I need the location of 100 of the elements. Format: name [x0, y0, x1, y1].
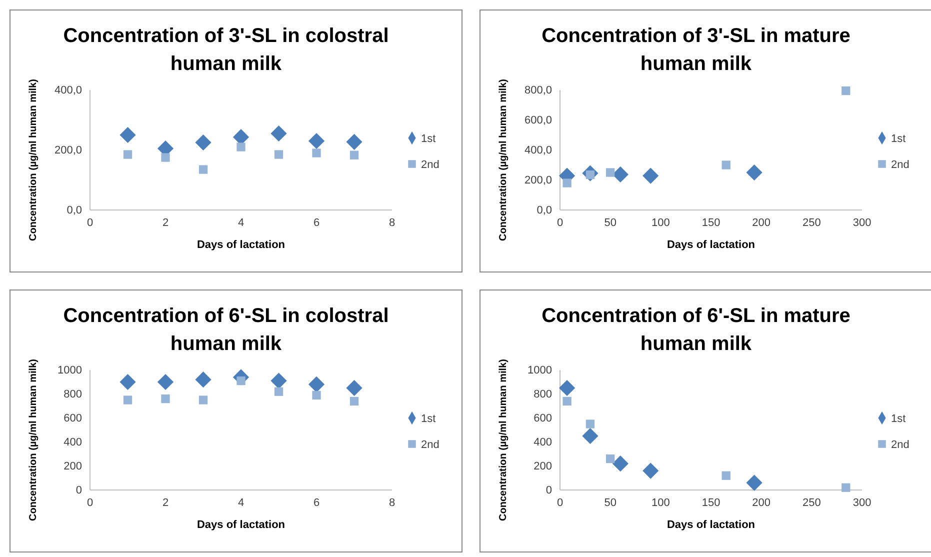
point — [346, 134, 362, 150]
point — [842, 86, 850, 96]
point — [270, 125, 287, 142]
point — [120, 126, 136, 144]
y-axis-title: Concentration (µg/ml human milk) — [28, 79, 39, 241]
point — [606, 168, 615, 177]
y-tick-label: 200 — [534, 460, 552, 473]
x-tick-label: 8 — [388, 216, 396, 229]
legend-label: 1st — [891, 413, 906, 425]
point — [562, 396, 572, 406]
x-tick-label: 100 — [651, 216, 670, 229]
x-tick-label: 6 — [313, 216, 320, 229]
x-tick-label: 250 — [802, 216, 821, 229]
point — [308, 376, 325, 392]
x-axis-title: Days of lactation — [666, 239, 756, 251]
y-tick-label: 600,0 — [524, 114, 552, 127]
point — [157, 374, 174, 390]
y-axis-title: Concentration (µg/ml human milk) — [28, 359, 39, 521]
point — [161, 394, 170, 404]
y-axis-title: Concentration (µg/ml human milk) — [498, 359, 509, 521]
point — [274, 150, 284, 159]
point — [558, 380, 576, 396]
x-tick-label: 0 — [556, 216, 564, 229]
x-tick-label: 250 — [802, 496, 821, 509]
point — [722, 471, 730, 480]
x-tick-label: 0 — [86, 216, 94, 229]
point — [270, 372, 287, 389]
x-tick-label: 2 — [162, 216, 169, 229]
x-axis-title: Days of lactation — [666, 519, 756, 531]
point — [274, 387, 284, 396]
y-tick-label: 400,0 — [524, 144, 552, 157]
x-tick-label: 4 — [238, 496, 244, 509]
legend-label: 2nd — [421, 159, 440, 171]
point — [120, 374, 136, 390]
x-tick-label: 50 — [604, 496, 616, 509]
point — [198, 165, 208, 174]
y-tick-label: 200,0 — [54, 144, 82, 157]
legend-label: 1st — [891, 133, 906, 145]
y-tick-label: 600 — [534, 412, 552, 425]
point — [195, 134, 212, 151]
point — [722, 160, 730, 170]
chart-title: Concentration of 3'-SL in colostral human milk — [63, 25, 389, 75]
point — [236, 142, 246, 152]
x-tick-label: 150 — [702, 216, 720, 229]
point — [350, 150, 359, 160]
x-tick-label: 50 — [604, 216, 616, 229]
chart-title: Concentration of 6'-SL in mature human milk — [542, 305, 850, 355]
legend-label: 2nd — [891, 159, 910, 171]
point — [312, 148, 321, 158]
point — [586, 420, 595, 428]
point — [612, 456, 628, 472]
legend-label: 1st — [421, 413, 436, 425]
y-tick-label: 0,0 — [66, 204, 82, 217]
x-tick-label: 100 — [651, 496, 670, 509]
y-tick-label: 200 — [64, 460, 82, 473]
point — [195, 372, 212, 388]
point — [582, 428, 598, 444]
y-tick-label: 400 — [534, 436, 552, 449]
y-tick-label: 800 — [64, 388, 82, 401]
y-tick-label: 600 — [64, 412, 82, 425]
x-tick-label: 0 — [556, 496, 564, 509]
point — [346, 380, 362, 396]
y-tick-label: 200,0 — [524, 174, 552, 187]
chart-title: Concentration of 3'-SL in mature human milk — [542, 25, 850, 75]
x-tick-label: 150 — [702, 496, 720, 509]
y-tick-label: 1000 — [528, 364, 552, 377]
point — [161, 153, 170, 162]
x-tick-label: 300 — [852, 496, 872, 509]
y-tick-label: 800,0 — [524, 84, 552, 97]
point — [308, 132, 325, 150]
x-tick-label: 0 — [86, 496, 94, 509]
y-tick-label: 0 — [546, 484, 552, 497]
x-axis-title: Days of lactation — [196, 519, 286, 531]
x-axis-title: Days of lactation — [196, 239, 286, 251]
legend-label: 2nd — [421, 439, 440, 451]
legend-label: 1st — [421, 133, 436, 145]
point — [312, 390, 321, 400]
point — [562, 178, 572, 188]
x-tick-label: 8 — [388, 496, 396, 509]
y-tick-label: 800 — [534, 388, 552, 401]
x-tick-label: 6 — [313, 496, 320, 509]
y-tick-label: 0 — [76, 484, 82, 497]
y-tick-label: 0,0 — [536, 204, 552, 217]
y-tick-label: 400 — [64, 436, 82, 449]
point — [123, 150, 132, 159]
point — [842, 483, 850, 492]
legend-label: 2nd — [891, 439, 910, 451]
x-tick-label: 2 — [162, 496, 169, 509]
point — [746, 164, 762, 181]
chart-title: Concentration of 6'-SL in colostral human milk — [63, 305, 389, 355]
point — [350, 396, 359, 406]
x-tick-label: 4 — [238, 216, 244, 229]
y-tick-label: 400,0 — [54, 84, 82, 97]
point — [642, 462, 659, 479]
point — [123, 396, 132, 404]
point — [606, 454, 615, 464]
point — [746, 474, 762, 491]
x-tick-label: 300 — [852, 216, 872, 229]
y-axis-title: Concentration (µg/ml human milk) — [498, 79, 509, 241]
y-tick-label: 1000 — [58, 364, 82, 377]
